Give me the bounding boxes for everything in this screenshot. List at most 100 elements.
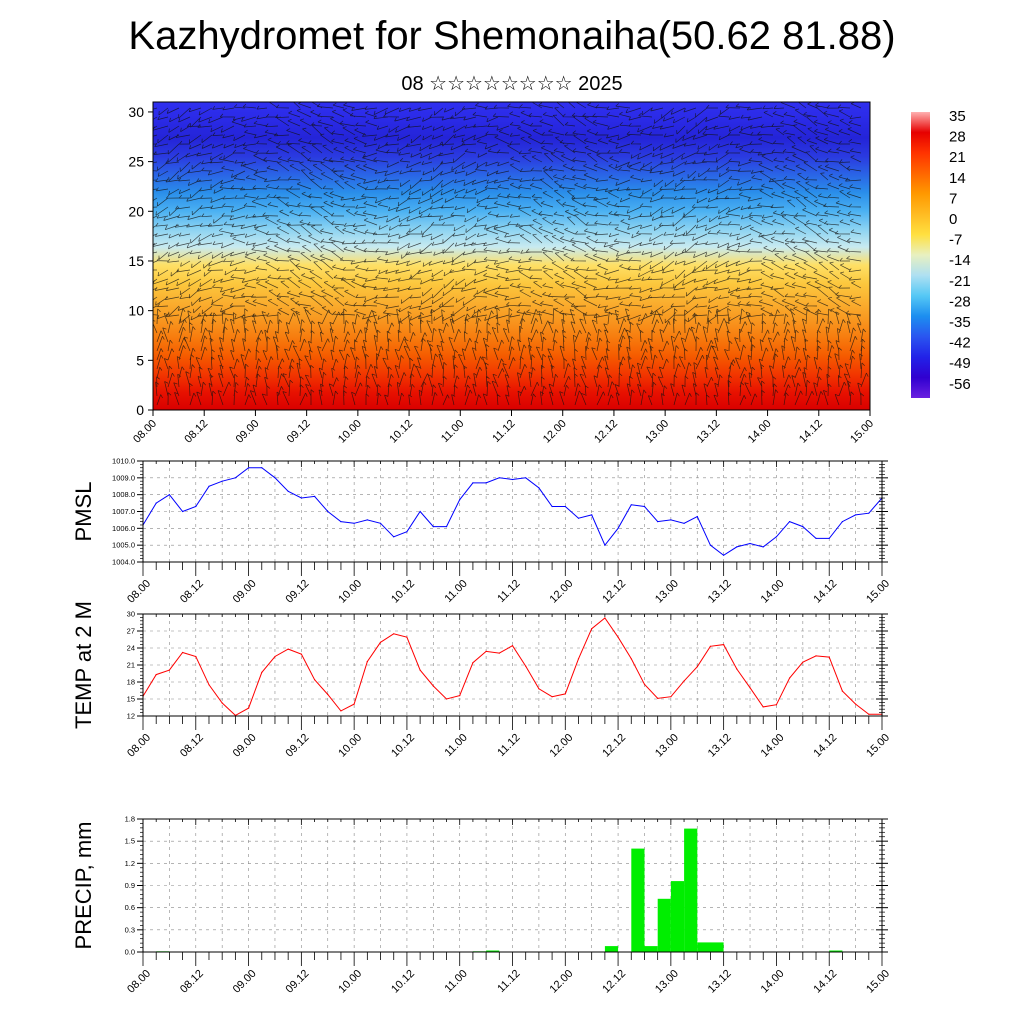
data-point bbox=[353, 522, 355, 524]
data-point bbox=[472, 662, 474, 664]
xtick-label: 14.00 bbox=[759, 968, 787, 996]
xtick-label: 11.12 bbox=[495, 968, 522, 995]
data-point bbox=[195, 505, 197, 508]
xtick-label: 14.00 bbox=[759, 578, 787, 606]
data-point bbox=[577, 658, 580, 660]
data-point bbox=[155, 502, 157, 504]
data-point bbox=[511, 478, 514, 481]
grid bbox=[142, 460, 883, 563]
xtick-label: 09.12 bbox=[284, 732, 312, 760]
section-xtick-label: 08.12 bbox=[182, 418, 210, 446]
data-point bbox=[459, 499, 461, 501]
data-point bbox=[195, 655, 197, 658]
data-point bbox=[340, 710, 342, 712]
precip-bar bbox=[710, 942, 724, 952]
data-point bbox=[789, 521, 791, 523]
grid bbox=[142, 613, 883, 717]
data-point bbox=[485, 650, 487, 653]
data-point bbox=[432, 526, 434, 528]
colorbar-label: -42 bbox=[949, 335, 971, 352]
xtick-label: 13.12 bbox=[706, 578, 734, 606]
xtick-label: 08.00 bbox=[125, 968, 153, 996]
data-point bbox=[538, 688, 540, 690]
data-point bbox=[762, 706, 764, 708]
xtick-label: 15.00 bbox=[864, 578, 892, 606]
data-point bbox=[472, 482, 474, 484]
section-xtick-label: 10.12 bbox=[387, 418, 415, 446]
section-xtick-label: 14.12 bbox=[797, 418, 825, 446]
data-point bbox=[300, 497, 302, 499]
precip-bar bbox=[644, 946, 658, 952]
axis-title: PMSL bbox=[71, 482, 96, 542]
section-xtick-label: 13.12 bbox=[695, 418, 723, 446]
section-xtick-label: 12.12 bbox=[592, 418, 620, 446]
xtick-label: 09.00 bbox=[231, 578, 259, 606]
xtick-label: 13.12 bbox=[706, 732, 734, 760]
xtick-label: 10.12 bbox=[389, 578, 417, 606]
colorbar: 35 28 21 14 7 0 -7 -14 -21 -28 -35 -42 -49 -56 bbox=[911, 108, 971, 398]
xtick-label: 13.00 bbox=[653, 578, 681, 606]
ytick-label: 12 bbox=[127, 712, 135, 721]
data-point bbox=[564, 505, 566, 508]
colorbar-gradient bbox=[911, 112, 930, 398]
data-point bbox=[168, 669, 170, 671]
page-title: Kazhydromet for Shemonaiha(50.62 81.88) bbox=[128, 14, 896, 58]
section-ytick-label: 30 bbox=[128, 104, 144, 120]
data-point bbox=[300, 653, 302, 655]
xtick-label: 10.00 bbox=[336, 732, 364, 760]
colorbar-label: -28 bbox=[949, 293, 971, 310]
xtick-label: 13.00 bbox=[653, 968, 681, 996]
xtick-label: 11.00 bbox=[442, 968, 469, 995]
section-ytick-label: 5 bbox=[136, 352, 144, 368]
data-point bbox=[841, 521, 844, 523]
xtick-label: 08.00 bbox=[125, 578, 153, 606]
data-point bbox=[828, 656, 830, 658]
xtick-label: 11.00 bbox=[442, 732, 469, 759]
data-point bbox=[538, 487, 540, 489]
data-point bbox=[459, 695, 461, 697]
xtick-label: 14.12 bbox=[811, 578, 839, 606]
ytick-label: 1.8 bbox=[125, 815, 135, 824]
data-point bbox=[762, 546, 764, 548]
ytick-label: 0.6 bbox=[125, 903, 135, 912]
ytick-label: 1008.0 bbox=[112, 490, 135, 499]
data-point bbox=[314, 495, 316, 497]
data-point bbox=[630, 658, 632, 660]
colorbar-label: -7 bbox=[949, 232, 962, 249]
data-point bbox=[709, 544, 712, 546]
colorbar-label: 28 bbox=[949, 129, 966, 146]
data-point bbox=[696, 666, 698, 668]
data-point bbox=[657, 697, 659, 700]
xtick-label: 08.12 bbox=[178, 732, 206, 760]
ytick-label: 1004.0 bbox=[112, 558, 135, 567]
data-point bbox=[868, 512, 870, 514]
data-point bbox=[723, 554, 725, 556]
data-point bbox=[736, 668, 738, 670]
data-point bbox=[736, 546, 738, 548]
xtick-label: 11.12 bbox=[495, 732, 522, 759]
xtick-label: 12.12 bbox=[600, 732, 628, 760]
data-point bbox=[868, 713, 870, 715]
data-point bbox=[775, 536, 778, 538]
section-xtick-label: 09.00 bbox=[234, 418, 262, 446]
xtick-label: 11.00 bbox=[442, 578, 469, 605]
xtick-label: 15.00 bbox=[864, 968, 892, 996]
data-point bbox=[670, 696, 672, 698]
ytick-label: 1007.0 bbox=[112, 507, 135, 516]
vertical-section-plot: 0 5 10 15 20 25 30 08.00 08.12 09.00 09.12 10.00 10.… bbox=[128, 101, 876, 446]
data-point bbox=[221, 702, 223, 704]
data-point bbox=[564, 693, 566, 695]
section-xtick-label: 09.12 bbox=[285, 418, 313, 446]
section-ytick-label: 0 bbox=[136, 402, 144, 418]
data-point bbox=[393, 633, 395, 635]
precip-bar bbox=[670, 881, 685, 952]
precip-bar bbox=[829, 950, 843, 952]
data-point bbox=[208, 684, 210, 686]
xtick-label: 12.12 bbox=[600, 968, 628, 996]
data-point bbox=[591, 628, 593, 630]
section-xtick-label: 10.00 bbox=[336, 418, 364, 446]
data-point bbox=[445, 698, 448, 700]
data-point bbox=[749, 687, 751, 689]
data-point bbox=[168, 494, 170, 496]
